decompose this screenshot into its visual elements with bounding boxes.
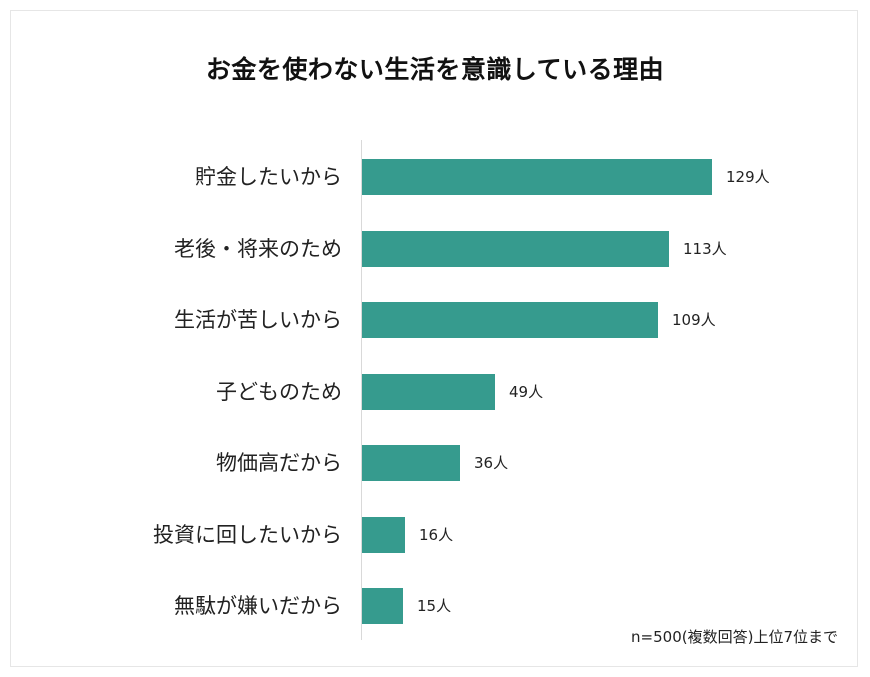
bar bbox=[362, 302, 658, 338]
category-label: 老後・将来のため bbox=[174, 236, 342, 261]
bar bbox=[362, 373, 495, 410]
bar-row: 物価高だから 36人 bbox=[0, 445, 870, 481]
category-label: 投資に回したいから bbox=[153, 522, 342, 547]
category-label: 貯金したいから bbox=[195, 165, 342, 189]
bar-row: 貯金したいから 129人 bbox=[0, 159, 870, 195]
y-axis-line bbox=[361, 140, 362, 640]
bar bbox=[362, 516, 405, 553]
bar bbox=[362, 159, 712, 195]
bar-row: 無駄が嫌いだから 15人 bbox=[0, 588, 870, 624]
bar-row: 生活が苦しいから 109人 bbox=[0, 302, 870, 338]
bar-row: 子どものため 49人 bbox=[0, 373, 870, 410]
category-label: 子どものため bbox=[216, 379, 342, 404]
chart-title: お金を使わない生活を意識している理由 bbox=[205, 55, 665, 84]
value-label: 129人 bbox=[726, 168, 770, 186]
value-label: 113人 bbox=[683, 239, 727, 258]
sample-note: n=500(複数回答)上位7位まで bbox=[631, 628, 838, 646]
value-label: 109人 bbox=[672, 311, 716, 329]
bar-row: 投資に回したいから 16人 bbox=[0, 516, 870, 553]
category-label: 生活が苦しいから bbox=[174, 308, 342, 332]
value-label: 16人 bbox=[419, 525, 454, 544]
bar bbox=[362, 445, 460, 481]
bar-row: 老後・将来のため 113人 bbox=[0, 230, 870, 267]
bar bbox=[362, 230, 669, 267]
category-label: 物価高だから bbox=[216, 451, 342, 475]
category-label: 無駄が嫌いだから bbox=[174, 594, 342, 618]
value-label: 49人 bbox=[509, 382, 544, 401]
chart-frame bbox=[10, 10, 858, 667]
value-label: 36人 bbox=[474, 454, 509, 472]
bar bbox=[362, 588, 403, 624]
value-label: 15人 bbox=[417, 597, 452, 615]
